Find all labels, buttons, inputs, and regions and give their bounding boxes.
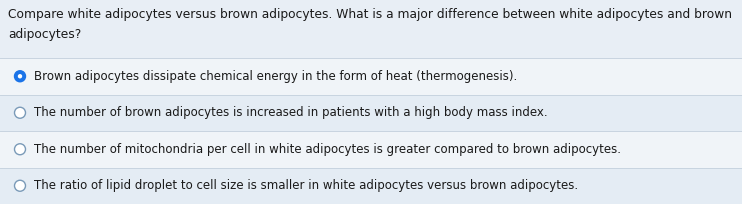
Circle shape [15, 71, 25, 82]
Text: The ratio of lipid droplet to cell size is smaller in white adipocytes versus br: The ratio of lipid droplet to cell size … [34, 179, 578, 192]
Circle shape [18, 74, 22, 79]
Text: Brown adipocytes dissipate chemical energy in the form of heat (thermogenesis).: Brown adipocytes dissipate chemical ener… [34, 70, 517, 83]
Circle shape [15, 144, 25, 155]
Circle shape [15, 180, 25, 191]
Bar [0, 58, 742, 94]
Text: The number of mitochondria per cell in white adipocytes is greater compared to b: The number of mitochondria per cell in w… [34, 143, 621, 156]
Bar [0, 0, 742, 58]
Bar [0, 131, 742, 167]
Bar [0, 167, 742, 204]
Text: The number of brown adipocytes is increased in patients with a high body mass in: The number of brown adipocytes is increa… [34, 106, 548, 119]
Text: adipocytes?: adipocytes? [8, 28, 82, 41]
Text: Compare white adipocytes versus brown adipocytes. What is a major difference bet: Compare white adipocytes versus brown ad… [8, 8, 732, 21]
Bar [0, 94, 742, 131]
Circle shape [15, 107, 25, 118]
